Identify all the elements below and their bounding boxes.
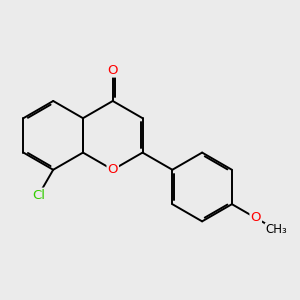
Text: O: O [250, 212, 261, 224]
Text: CH₃: CH₃ [266, 224, 287, 236]
Text: Cl: Cl [32, 189, 45, 202]
Text: O: O [107, 64, 118, 76]
Text: O: O [107, 163, 118, 176]
